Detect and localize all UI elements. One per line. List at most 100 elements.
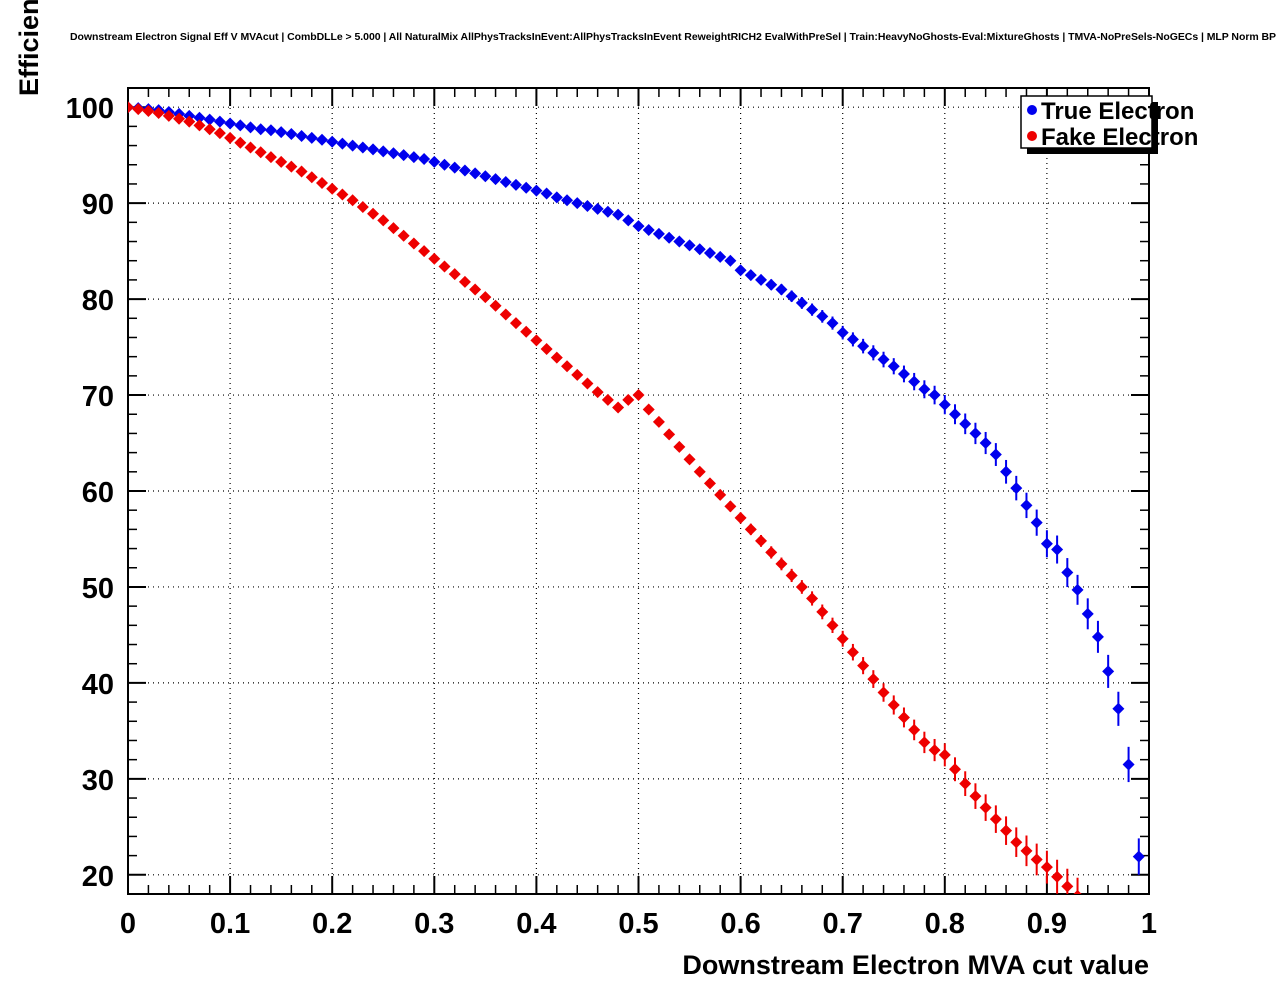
data-point-marker: [714, 488, 727, 501]
data-point-marker: [550, 351, 563, 364]
data-point-marker: [877, 353, 890, 366]
data-point-marker: [224, 131, 237, 144]
data-point-marker: [1010, 836, 1023, 849]
legend-marker-icon: [1027, 131, 1037, 141]
data-point-marker: [918, 383, 931, 396]
data-point-marker: [612, 401, 625, 414]
data-point-marker: [162, 109, 175, 122]
data-point-marker: [1091, 630, 1104, 643]
data-point-marker: [203, 123, 216, 136]
data-point-marker: [571, 197, 584, 210]
data-point-marker: [448, 268, 461, 281]
data-point-marker: [857, 659, 870, 672]
data-point-marker: [765, 546, 778, 559]
x-tick-label: 0.6: [720, 908, 760, 940]
data-point-marker: [989, 813, 1002, 826]
data-point-marker: [367, 207, 380, 220]
data-point-marker: [673, 440, 686, 453]
data-point-marker: [285, 160, 298, 173]
data-point-marker: [734, 264, 747, 277]
data-point-marker: [806, 303, 819, 316]
x-axis-title: Downstream Electron MVA cut value: [682, 950, 1149, 980]
data-point-marker: [908, 723, 921, 736]
data-point-marker: [622, 393, 635, 406]
data-point-marker: [132, 103, 145, 116]
y-tick-label: 90: [82, 189, 114, 221]
data-point-marker: [938, 748, 951, 761]
data-point-marker: [949, 763, 962, 776]
data-point-marker: [703, 247, 716, 260]
data-point-marker: [857, 340, 870, 353]
data-point-marker: [479, 170, 492, 183]
data-point-marker: [254, 123, 267, 136]
y-tick-label: 100: [66, 93, 114, 125]
data-point-marker: [1030, 516, 1043, 529]
data-point-marker: [213, 127, 226, 140]
data-point-marker: [1051, 543, 1064, 556]
data-point-marker: [264, 151, 277, 164]
axis-titles: Downstream Electron MVA cut value Efficie…: [14, 0, 1149, 980]
data-point-marker: [387, 147, 400, 160]
data-point-marker: [458, 164, 471, 177]
data-point-marker: [1061, 880, 1074, 893]
data-point-marker: [1122, 758, 1135, 771]
data-point-marker: [724, 254, 737, 267]
data-point-marker: [499, 176, 512, 189]
data-point-marker: [520, 325, 533, 338]
data-point-marker: [755, 534, 768, 547]
data-point-marker: [908, 375, 921, 388]
data-point-marker: [1010, 482, 1023, 495]
data-point-marker: [1040, 861, 1053, 874]
data-point-marker: [1000, 824, 1013, 837]
data-point-marker: [612, 208, 625, 221]
data-point-marker: [234, 136, 247, 149]
x-tick-label: 0.1: [210, 908, 250, 940]
data-point-marker: [601, 393, 614, 406]
data-point-marker: [336, 137, 349, 150]
x-tick-label: 0.8: [925, 908, 965, 940]
data-point-marker: [1020, 499, 1033, 512]
data-point-marker: [887, 698, 900, 711]
y-tick-label: 60: [82, 477, 114, 509]
series-true-electron: [128, 101, 1145, 875]
data-point-marker: [979, 437, 992, 450]
data-point-marker: [826, 317, 839, 330]
data-point-marker: [979, 801, 992, 814]
data-point-marker: [642, 224, 655, 237]
x-tick-label: 0.2: [312, 908, 352, 940]
data-point-marker: [836, 326, 849, 339]
data-point-marker: [1081, 607, 1094, 620]
data-point-marker: [1102, 665, 1115, 678]
data-point-marker: [377, 145, 390, 158]
data-point-marker: [275, 126, 288, 139]
data-point-marker: [499, 308, 512, 321]
data-point-marker: [356, 141, 369, 154]
data-point-marker: [806, 592, 819, 605]
x-tick-label: 0.7: [823, 908, 863, 940]
axis-tick-labels: 0 0.1 0.2 0.3 0.4 0.5 0.6 0.7 0.8 0.9 1 20 30 40 50 60 7…: [66, 93, 1157, 940]
data-point-marker: [183, 115, 196, 128]
x-tick-label: 1: [1141, 908, 1157, 940]
data-point-marker: [305, 131, 318, 144]
data-point-marker: [540, 342, 553, 355]
data-point-marker: [683, 239, 696, 252]
axis-ticks: [127, 87, 1150, 895]
data-point-marker: [744, 523, 757, 536]
y-tick-label: 80: [82, 285, 114, 317]
data-point-marker: [836, 632, 849, 645]
x-tick-label: 0.9: [1027, 908, 1067, 940]
data-point-marker: [581, 200, 594, 213]
data-point-marker: [428, 252, 441, 265]
x-tick-label: 0: [120, 908, 136, 940]
data-point-marker: [693, 243, 706, 256]
legend-box[interactable]: [1020, 95, 1153, 149]
data-point-marker: [601, 205, 614, 218]
data-point-marker: [959, 417, 972, 430]
data-point-marker: [213, 115, 226, 128]
data-point-marker: [826, 619, 839, 632]
data-point-marker: [305, 171, 318, 184]
data-point-marker: [795, 296, 808, 309]
data-point-marker: [295, 129, 308, 142]
